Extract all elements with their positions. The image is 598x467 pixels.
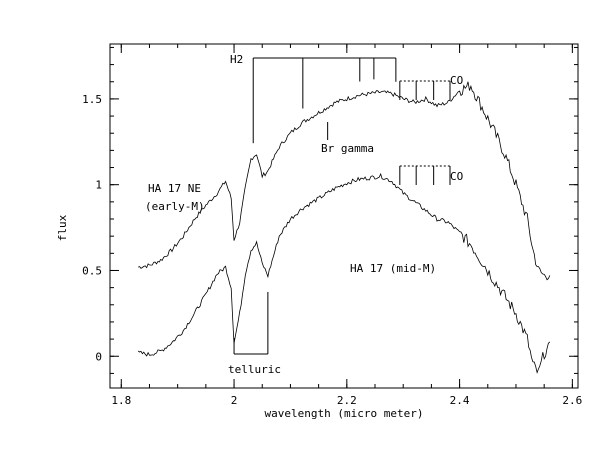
x-tick-label: 1.8	[111, 394, 131, 407]
series-line-ha17	[137, 172, 551, 374]
label-telluric: telluric	[228, 363, 281, 376]
label-co-upper: CO	[450, 74, 463, 87]
x-tick-label: 2.2	[337, 394, 357, 407]
y-tick-label: 1.5	[82, 93, 102, 106]
x-tick-label: 2.6	[562, 394, 582, 407]
label-ha17-ne: HA 17 NE	[148, 182, 201, 195]
label-h2: H2	[230, 53, 243, 66]
label-early-m: (early-M)	[145, 200, 205, 213]
y-axis-ticks: 0 0.5 1 1.5	[82, 46, 578, 374]
x-tick-label: 2	[231, 394, 238, 407]
x-axis-label: wavelength (micro meter)	[265, 407, 424, 420]
plot-frame	[109, 43, 579, 389]
label-br-gamma: Br gamma	[321, 142, 374, 155]
series-lines	[137, 81, 551, 374]
x-tick-label: 2.4	[450, 394, 470, 407]
label-ha17-mid-m: HA 17 (mid-M)	[350, 262, 436, 275]
annotations	[233, 57, 451, 355]
y-tick-label: 0.5	[82, 264, 102, 277]
y-tick-label: 1	[95, 179, 102, 192]
y-tick-label: 0	[95, 350, 102, 363]
x-axis-ticks: 1.8 2 2.2 2.4 2.6	[111, 44, 582, 407]
y-axis-label: flux	[56, 214, 69, 241]
label-co-lower: CO	[450, 170, 463, 183]
series-line-ha17-ne	[138, 81, 551, 281]
